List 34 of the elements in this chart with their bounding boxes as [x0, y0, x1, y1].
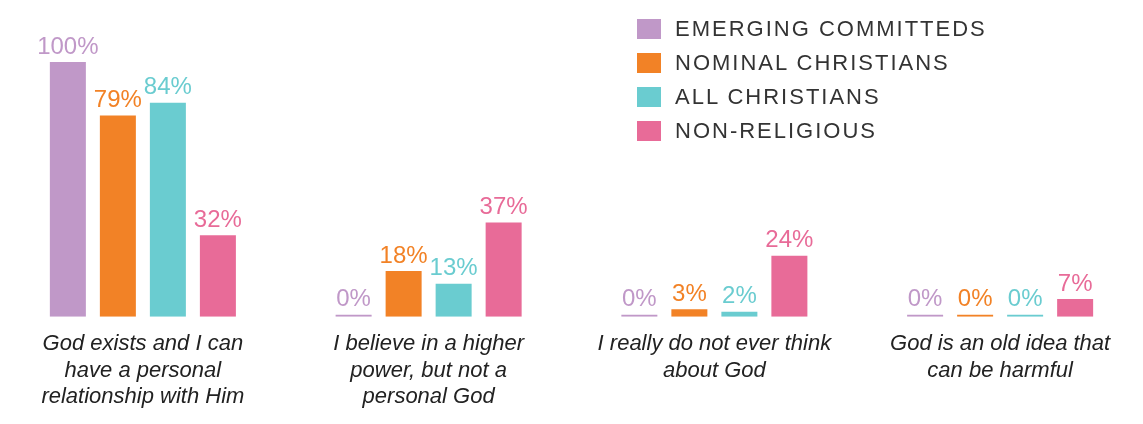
- data-label: 13%: [429, 253, 478, 281]
- bar: [149, 102, 186, 317]
- x-tick-label: I believe in a higher power, but not a personal God: [333, 330, 526, 408]
- data-label: 18%: [379, 240, 428, 268]
- data-label: 100%: [37, 31, 99, 59]
- data-label: 0%: [336, 284, 371, 312]
- bar: [49, 62, 86, 317]
- bar: [1057, 298, 1094, 317]
- bar: [485, 222, 522, 317]
- bar: [771, 255, 808, 317]
- data-label: 24%: [765, 225, 814, 253]
- legend-label: ALL CHRISTIANS: [675, 84, 881, 110]
- bar: [99, 115, 136, 317]
- data-label: 32%: [193, 204, 242, 232]
- data-label: 2%: [722, 281, 757, 309]
- data-label: 0%: [622, 284, 657, 312]
- legend-label: EMERGING COMMITTEDS: [675, 16, 987, 42]
- x-tick-label: I really do not ever think about God: [597, 330, 833, 382]
- data-label: 84%: [143, 72, 192, 100]
- bar: [671, 309, 708, 317]
- data-label: 0%: [957, 284, 993, 312]
- legend-label: NON-RELIGIOUS: [675, 118, 878, 144]
- data-label: 3%: [672, 278, 707, 306]
- bar: [435, 283, 472, 317]
- data-label: 0%: [1007, 284, 1043, 312]
- x-tick-label: God is an old idea that can be harmful: [890, 330, 1112, 382]
- bar: [199, 235, 236, 317]
- data-label: 37%: [479, 192, 528, 220]
- legend-label: NOMINAL CHRISTIANS: [675, 50, 950, 76]
- x-tick-label: God exists and I can have a personal relationship with Him: [41, 330, 245, 408]
- bar: [385, 270, 422, 317]
- data-label: 79%: [93, 85, 142, 113]
- data-label: 7%: [1057, 268, 1093, 296]
- data-label: 0%: [907, 284, 943, 312]
